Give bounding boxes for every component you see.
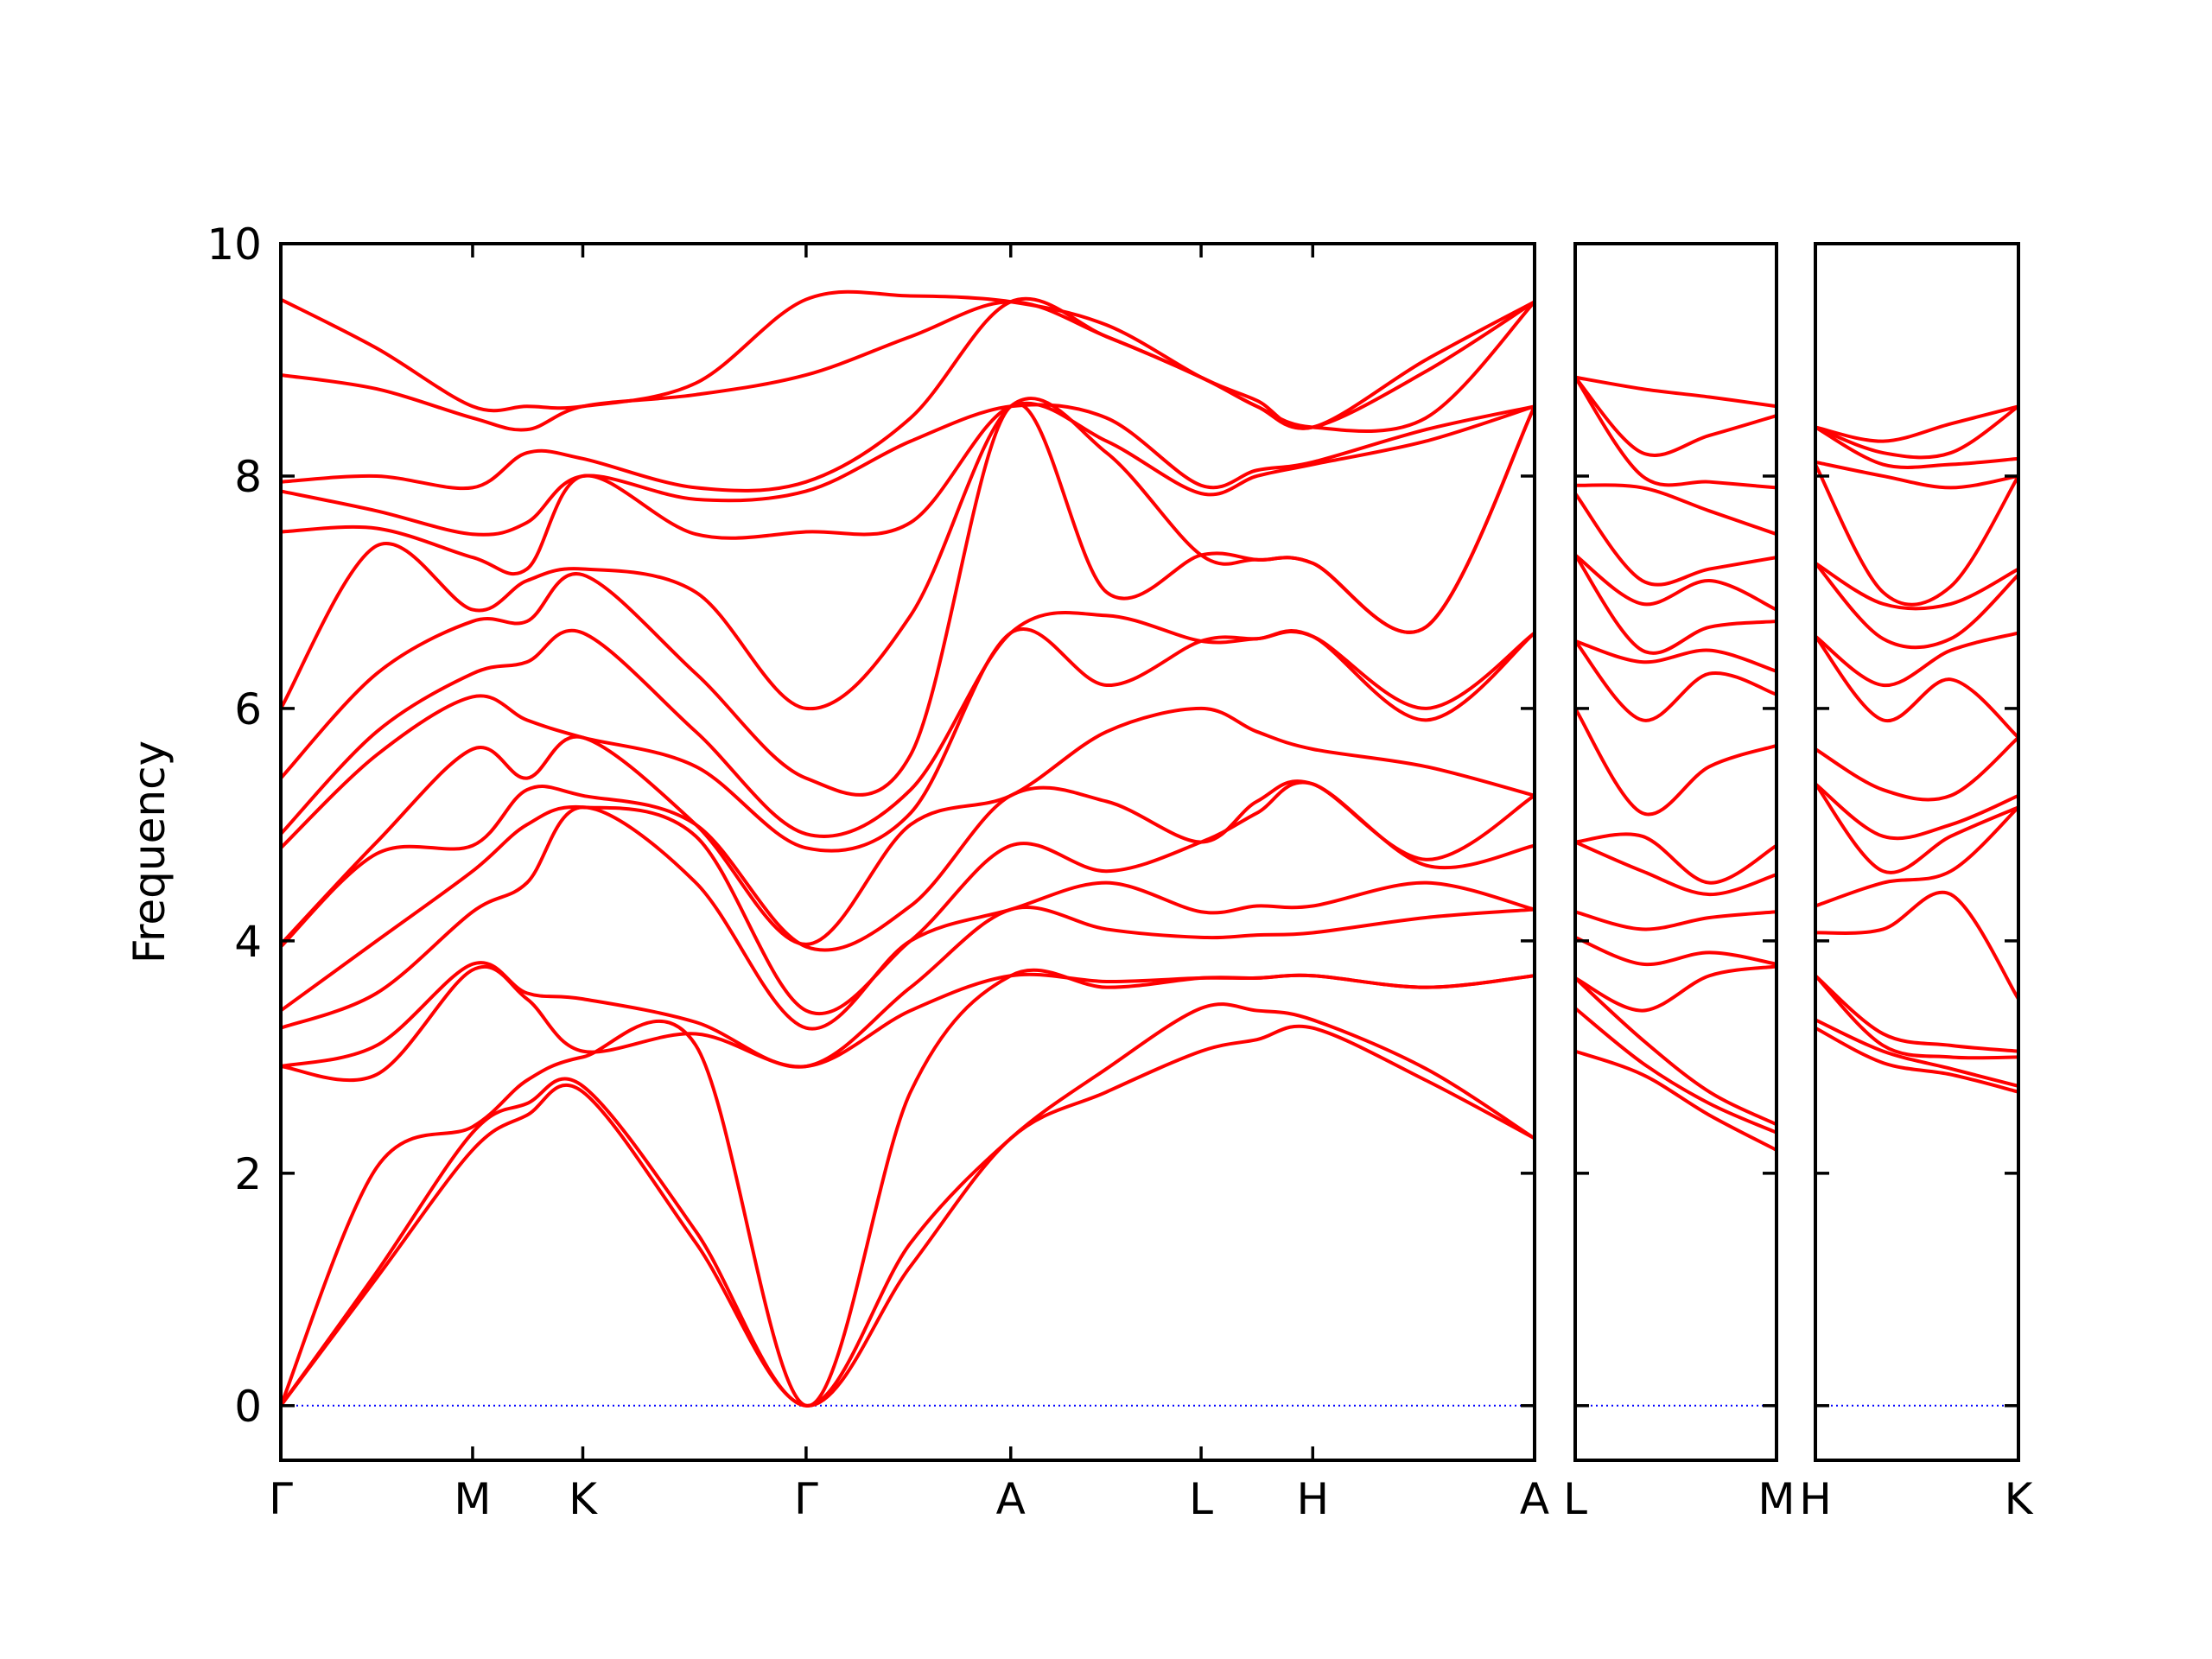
band-line xyxy=(279,779,1536,952)
band-line xyxy=(1815,425,2019,469)
band-line xyxy=(279,706,1535,946)
band-line xyxy=(1573,1007,1777,1135)
band-line xyxy=(280,964,1535,1083)
band-line xyxy=(279,402,1536,797)
band-line xyxy=(1573,492,1777,587)
band-line xyxy=(279,1002,1536,1408)
band-line xyxy=(1814,562,2020,650)
band-line xyxy=(1814,562,2019,611)
axes-frame xyxy=(279,242,1536,1462)
band-line xyxy=(280,289,1535,430)
band-line xyxy=(280,296,1536,493)
band-line xyxy=(1814,782,2019,841)
band-line xyxy=(1573,376,1777,457)
band-line xyxy=(279,1024,1535,1408)
x-tick-label: K xyxy=(2005,1474,2034,1524)
band-line xyxy=(279,611,1536,838)
band-line xyxy=(1573,376,1777,490)
band-line xyxy=(1814,463,2020,607)
x-tick-label: A xyxy=(996,1474,1026,1524)
y-tick-label: 4 xyxy=(234,917,262,967)
axes-frame xyxy=(1814,242,2020,1462)
band-line xyxy=(1814,783,2019,874)
x-tick-label: A xyxy=(1520,1474,1549,1524)
x-tick-label: Γ xyxy=(269,1474,293,1524)
band-line xyxy=(280,906,1535,1069)
band-line xyxy=(1814,974,2019,1053)
y-tick-label: 10 xyxy=(207,219,262,270)
band-line xyxy=(1815,1018,2019,1088)
band-line xyxy=(1574,910,1777,931)
band-line xyxy=(1573,976,1777,1127)
x-tick-label: K xyxy=(569,1474,598,1524)
band-line xyxy=(1815,805,2020,908)
y-tick-label: 8 xyxy=(234,452,262,502)
band-line xyxy=(1814,631,2019,688)
band-line xyxy=(1574,964,1777,1013)
band-line xyxy=(1814,635,2020,740)
band-line xyxy=(280,805,1535,1031)
x-tick-label: Γ xyxy=(794,1474,818,1524)
x-tick-label: M xyxy=(1758,1474,1795,1524)
y-tick-label: 2 xyxy=(234,1149,262,1199)
band-line xyxy=(279,968,1535,1408)
band-line xyxy=(1815,404,2019,443)
band-line xyxy=(1574,639,1777,673)
x-tick-label: H xyxy=(1296,1474,1329,1524)
x-tick-label: M xyxy=(454,1474,491,1524)
band-line xyxy=(1573,707,1777,817)
x-tick-label: L xyxy=(1563,1474,1587,1524)
band-line xyxy=(1574,840,1777,897)
band-line xyxy=(280,403,1535,537)
band-line xyxy=(1815,1026,2019,1094)
band-line xyxy=(1574,832,1778,885)
band-line xyxy=(279,397,1536,711)
x-tick-label: L xyxy=(1189,1474,1213,1524)
band-line xyxy=(1815,460,2019,490)
band-line xyxy=(1814,736,2020,802)
band-line xyxy=(1573,553,1777,612)
axes-frame xyxy=(1573,242,1778,1462)
y-tick-label: 0 xyxy=(234,1382,262,1432)
band-line xyxy=(1815,404,2020,460)
y-axis-label: Frequency xyxy=(124,741,175,963)
y-tick-label: 6 xyxy=(234,684,262,734)
band-line xyxy=(1574,1049,1777,1152)
band-line xyxy=(1573,639,1777,722)
band-line xyxy=(1815,890,2020,1001)
band-line xyxy=(280,401,1535,576)
band-line xyxy=(1573,554,1777,655)
band-line xyxy=(1574,483,1777,537)
x-tick-label: H xyxy=(1799,1474,1832,1524)
band-line xyxy=(1574,935,1777,967)
band-line xyxy=(1574,375,1777,409)
band-line xyxy=(1814,974,2019,1060)
